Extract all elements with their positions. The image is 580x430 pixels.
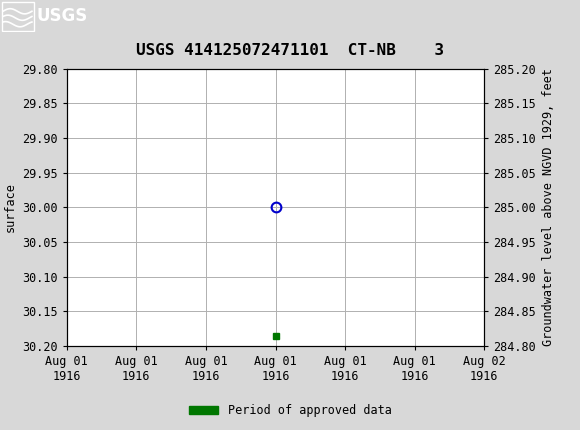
Bar [2,2,34,31]
Text: USGS 414125072471101  CT-NB    3: USGS 414125072471101 CT-NB 3 [136,43,444,58]
Y-axis label: Depth to water level, feet below land
surface: Depth to water level, feet below land su… [0,76,16,339]
Text: USGS: USGS [37,7,88,25]
Legend: Period of approved data: Period of approved data [184,399,396,422]
Y-axis label: Groundwater level above NGVD 1929, feet: Groundwater level above NGVD 1929, feet [542,68,554,347]
